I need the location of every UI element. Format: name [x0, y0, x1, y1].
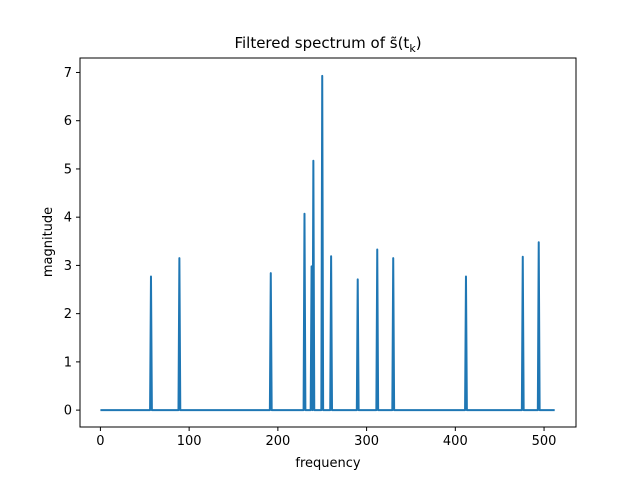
- x-tick-label: 400: [443, 434, 468, 449]
- x-tick-label: 100: [177, 434, 202, 449]
- x-tick-label: 0: [96, 434, 104, 449]
- y-tick-label: 3: [64, 259, 72, 274]
- y-tick-label: 0: [64, 404, 72, 419]
- chart-title-close: ): [416, 34, 422, 52]
- x-tick-label: 200: [265, 434, 290, 449]
- y-tick-label: 7: [64, 66, 72, 81]
- plot-area: [100, 74, 555, 412]
- x-axis-label: frequency: [295, 456, 361, 471]
- y-tick-label: 2: [64, 307, 72, 322]
- y-axis-label: magnitude: [41, 207, 56, 277]
- y-tick-label: 6: [64, 114, 72, 129]
- y-axis: 0 1 2 3 4 5 6 7: [64, 66, 80, 419]
- x-tick-label: 500: [532, 434, 557, 449]
- y-tick-label: 4: [64, 211, 72, 226]
- chart-title: Filtered spectrum of s̃(tk): [234, 34, 421, 55]
- x-tick-label: 300: [354, 434, 379, 449]
- axes-frame: [79, 57, 577, 428]
- spectrum-line: [100, 74, 555, 412]
- chart-title-subscript: k: [409, 42, 416, 55]
- y-tick-label: 5: [64, 162, 72, 177]
- y-tick-label: 1: [64, 355, 72, 370]
- x-axis: 0 100 200 300 400 500: [96, 427, 556, 449]
